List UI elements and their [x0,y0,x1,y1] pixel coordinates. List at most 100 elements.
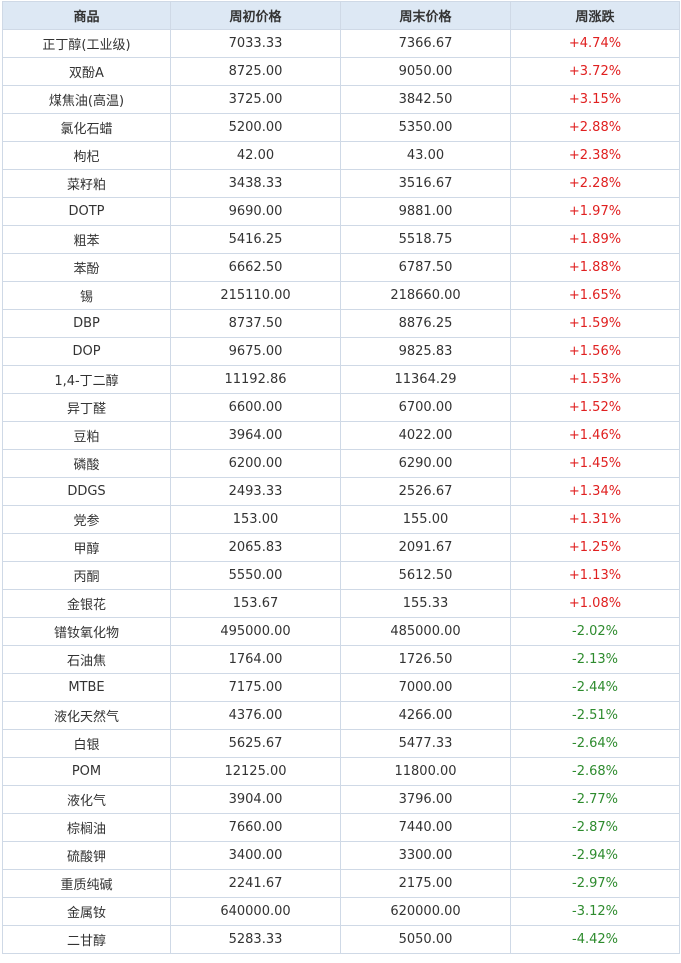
week-end-price-cell: 155.33 [340,589,511,618]
commodity-cell: DDGS [2,477,171,506]
header-week-end-price: 周末价格 [340,1,511,30]
commodity-cell: 异丁醛 [2,393,171,422]
weekly-change-cell: -2.87% [510,813,680,842]
commodity-cell: 液化天然气 [2,701,171,730]
table-row: 正丁醇(工业级) 7033.33 7366.67 +4.74% [2,29,680,58]
week-end-price-cell: 9881.00 [340,197,511,226]
commodity-cell: 镨钕氧化物 [2,617,171,646]
week-end-price-cell: 5518.75 [340,225,511,254]
week-start-price-cell: 153.67 [170,589,341,618]
weekly-change-cell: -2.13% [510,645,680,674]
week-start-price-cell: 6200.00 [170,449,341,478]
week-end-price-cell: 5612.50 [340,561,511,590]
week-end-price-cell: 3516.67 [340,169,511,198]
week-start-price-cell: 6600.00 [170,393,341,422]
table-row: 磷酸 6200.00 6290.00 +1.45% [2,449,680,478]
week-start-price-cell: 3964.00 [170,421,341,450]
weekly-change-cell: -2.68% [510,757,680,786]
weekly-change-cell: -2.97% [510,869,680,898]
week-start-price-cell: 8737.50 [170,309,341,338]
table-row: 丙酮 5550.00 5612.50 +1.13% [2,561,680,590]
week-end-price-cell: 9825.83 [340,337,511,366]
commodity-cell: 丙酮 [2,561,171,590]
week-start-price-cell: 215110.00 [170,281,341,310]
header-week-start-price: 周初价格 [170,1,341,30]
commodity-cell: MTBE [2,673,171,702]
header-weekly-change: 周涨跌 [510,1,680,30]
week-end-price-cell: 9050.00 [340,57,511,86]
week-start-price-cell: 3400.00 [170,841,341,870]
week-start-price-cell: 7175.00 [170,673,341,702]
weekly-change-cell: -3.12% [510,897,680,926]
week-end-price-cell: 2526.67 [340,477,511,506]
week-start-price-cell: 495000.00 [170,617,341,646]
week-start-price-cell: 153.00 [170,505,341,534]
week-end-price-cell: 7440.00 [340,813,511,842]
table-row: 异丁醛 6600.00 6700.00 +1.52% [2,393,680,422]
week-start-price-cell: 2241.67 [170,869,341,898]
table-row: DOP 9675.00 9825.83 +1.56% [2,337,680,366]
week-start-price-cell: 5550.00 [170,561,341,590]
weekly-change-cell: +1.45% [510,449,680,478]
week-start-price-cell: 8725.00 [170,57,341,86]
table-row: 液化天然气 4376.00 4266.00 -2.51% [2,701,680,730]
week-end-price-cell: 218660.00 [340,281,511,310]
commodity-cell: 党参 [2,505,171,534]
commodity-cell: 重质纯碱 [2,869,171,898]
weekly-change-cell: -2.77% [510,785,680,814]
week-start-price-cell: 9690.00 [170,197,341,226]
weekly-change-cell: +2.38% [510,141,680,170]
week-end-price-cell: 3796.00 [340,785,511,814]
table-row: 苯酚 6662.50 6787.50 +1.88% [2,253,680,282]
week-end-price-cell: 8876.25 [340,309,511,338]
table-row: 煤焦油(高温) 3725.00 3842.50 +3.15% [2,85,680,114]
commodity-cell: 金属钕 [2,897,171,926]
table-row: 石油焦 1764.00 1726.50 -2.13% [2,645,680,674]
weekly-change-cell: +1.46% [510,421,680,450]
table-row: 豆粕 3964.00 4022.00 +1.46% [2,421,680,450]
weekly-change-cell: +1.65% [510,281,680,310]
week-end-price-cell: 155.00 [340,505,511,534]
commodity-cell: 粗苯 [2,225,171,254]
week-end-price-cell: 7000.00 [340,673,511,702]
table-row: 二甘醇 5283.33 5050.00 -4.42% [2,925,680,954]
week-start-price-cell: 3438.33 [170,169,341,198]
table-row: 硫酸钾 3400.00 3300.00 -2.94% [2,841,680,870]
week-end-price-cell: 2091.67 [340,533,511,562]
weekly-change-cell: +1.89% [510,225,680,254]
week-end-price-cell: 5050.00 [340,925,511,954]
commodity-cell: 液化气 [2,785,171,814]
week-end-price-cell: 4266.00 [340,701,511,730]
table-row: POM 12125.00 11800.00 -2.68% [2,757,680,786]
table-row: 菜籽粕 3438.33 3516.67 +2.28% [2,169,680,198]
commodity-cell: DOTP [2,197,171,226]
commodity-cell: 豆粕 [2,421,171,450]
table-row: 白银 5625.67 5477.33 -2.64% [2,729,680,758]
weekly-change-cell: +3.15% [510,85,680,114]
commodity-cell: 苯酚 [2,253,171,282]
commodity-cell: 石油焦 [2,645,171,674]
weekly-change-cell: +1.34% [510,477,680,506]
table-row: 氯化石蜡 5200.00 5350.00 +2.88% [2,113,680,142]
commodity-cell: 硫酸钾 [2,841,171,870]
commodity-cell: 棕榈油 [2,813,171,842]
table-row: 金属钕 640000.00 620000.00 -3.12% [2,897,680,926]
week-end-price-cell: 485000.00 [340,617,511,646]
weekly-change-cell: +1.13% [510,561,680,590]
week-end-price-cell: 620000.00 [340,897,511,926]
weekly-change-cell: +1.25% [510,533,680,562]
week-end-price-cell: 43.00 [340,141,511,170]
week-end-price-cell: 11800.00 [340,757,511,786]
commodity-cell: 白银 [2,729,171,758]
week-end-price-cell: 7366.67 [340,29,511,58]
week-start-price-cell: 7033.33 [170,29,341,58]
weekly-change-cell: -2.94% [510,841,680,870]
table-row: 液化气 3904.00 3796.00 -2.77% [2,785,680,814]
week-start-price-cell: 640000.00 [170,897,341,926]
weekly-change-cell: +1.53% [510,365,680,394]
commodity-cell: 煤焦油(高温) [2,85,171,114]
weekly-change-cell: +2.88% [510,113,680,142]
table-row: 粗苯 5416.25 5518.75 +1.89% [2,225,680,254]
table-row: 锡 215110.00 218660.00 +1.65% [2,281,680,310]
